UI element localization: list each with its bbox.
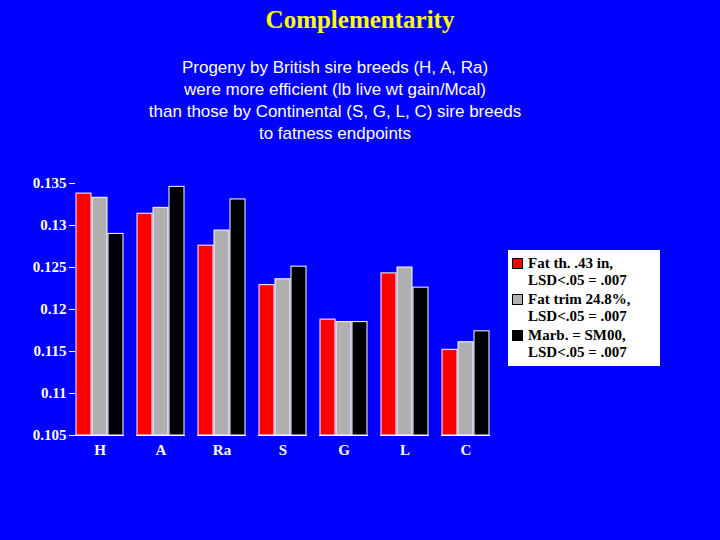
svg-text:0.135: 0.135 [33, 175, 67, 191]
svg-text:H: H [94, 442, 106, 458]
html-text:Progeny by British sire breeds: Progeny by British sire breeds (H, A, Ra… [148, 58, 522, 143]
svg-text:G: G [338, 442, 350, 458]
svg-text:L: L [400, 442, 410, 458]
html-text:Fat trim 24.8%, LSD<.05 = .007: Fat trim 24.8%, LSD<.05 = .007 [528, 291, 631, 324]
svg-text:Ra: Ra [213, 442, 232, 458]
svg-text:0.13: 0.13 [40, 217, 66, 233]
svg-text:0.125: 0.125 [33, 259, 67, 275]
html-text:Fat th. .43 in, LSD<.05 = .007: Fat th. .43 in, LSD<.05 = .007 [528, 255, 627, 288]
svg-text:0.105: 0.105 [33, 427, 67, 443]
svg-text:0.115: 0.115 [34, 343, 67, 359]
html-text:Marb. = SM00, LSD<.05 = .007: Marb. = SM00, LSD<.05 = .007 [528, 327, 627, 360]
html-text:Complementarity: Complementarity [265, 6, 455, 33]
svg-text:A: A [156, 442, 167, 458]
svg-text:S: S [279, 442, 287, 458]
svg-text:0.12: 0.12 [40, 301, 66, 317]
svg-text:C: C [461, 442, 472, 458]
svg-text:0.11: 0.11 [41, 385, 66, 401]
